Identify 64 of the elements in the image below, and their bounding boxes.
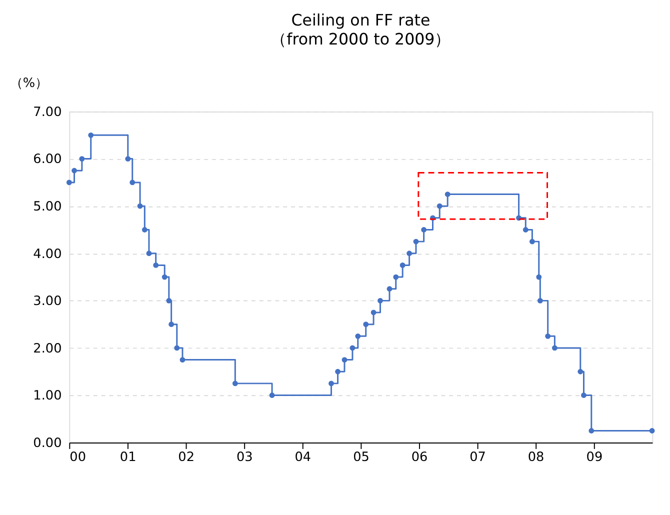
- point: [444, 192, 450, 197]
- x-tick-label: 05: [353, 450, 370, 465]
- point: [378, 298, 383, 304]
- point: [581, 392, 586, 398]
- point: [125, 156, 131, 162]
- point: [174, 345, 180, 351]
- point: [72, 168, 77, 174]
- point: [370, 310, 376, 316]
- point: [522, 227, 528, 232]
- point: [269, 392, 275, 398]
- y-tick-label: 4.00: [33, 246, 62, 262]
- y-tick-label: 7.00: [33, 104, 62, 120]
- point: [421, 227, 427, 232]
- point: [536, 274, 542, 280]
- y-tick-label: 0.00: [33, 436, 62, 452]
- point: [166, 298, 172, 304]
- point: [79, 156, 85, 162]
- y-axis-title: （%）: [10, 76, 48, 91]
- point: [137, 203, 143, 209]
- x-tick-label: 06: [411, 450, 428, 465]
- point: [552, 345, 558, 351]
- point: [328, 380, 334, 386]
- point: [146, 250, 152, 256]
- y-tick-label: 2.00: [33, 341, 62, 356]
- chart-title: Ceiling on FF rate: [291, 10, 430, 30]
- point: [168, 322, 174, 328]
- y-tick-label: 1.00: [33, 388, 62, 404]
- point: [88, 132, 94, 138]
- point: [413, 238, 419, 244]
- point: [180, 357, 186, 362]
- x-tick-label: 00: [70, 450, 86, 465]
- point: [350, 345, 356, 351]
- y-tick-label: 5.00: [33, 200, 62, 215]
- point: [649, 428, 655, 434]
- point: [588, 428, 594, 434]
- point: [153, 262, 159, 268]
- point: [66, 180, 72, 186]
- point: [232, 380, 238, 386]
- x-tick-label: 03: [236, 450, 253, 465]
- point: [335, 368, 340, 374]
- point: [406, 250, 412, 256]
- y-tick-label: 6.00: [33, 152, 62, 168]
- chart-subtitle: （from 2000 to 2009）: [270, 29, 451, 48]
- point: [130, 180, 136, 186]
- point: [363, 322, 369, 328]
- point: [578, 368, 584, 374]
- point: [529, 238, 535, 244]
- y-tick-label: 3.00: [33, 294, 62, 310]
- point: [545, 333, 551, 339]
- point: [162, 274, 168, 280]
- point: [386, 286, 392, 292]
- x-tick-label: 08: [528, 450, 544, 465]
- point: [142, 227, 148, 232]
- x-tick-label: 09: [586, 450, 603, 465]
- x-tick-label: 07: [470, 450, 486, 465]
- x-tick-label: 02: [178, 450, 195, 465]
- x-tick-label: 04: [294, 450, 312, 465]
- point: [537, 298, 543, 304]
- x-tick-label: 01: [120, 450, 136, 465]
- point: [393, 274, 399, 280]
- point: [342, 357, 348, 362]
- point: [400, 262, 406, 268]
- point: [355, 333, 361, 339]
- point: [436, 203, 442, 209]
